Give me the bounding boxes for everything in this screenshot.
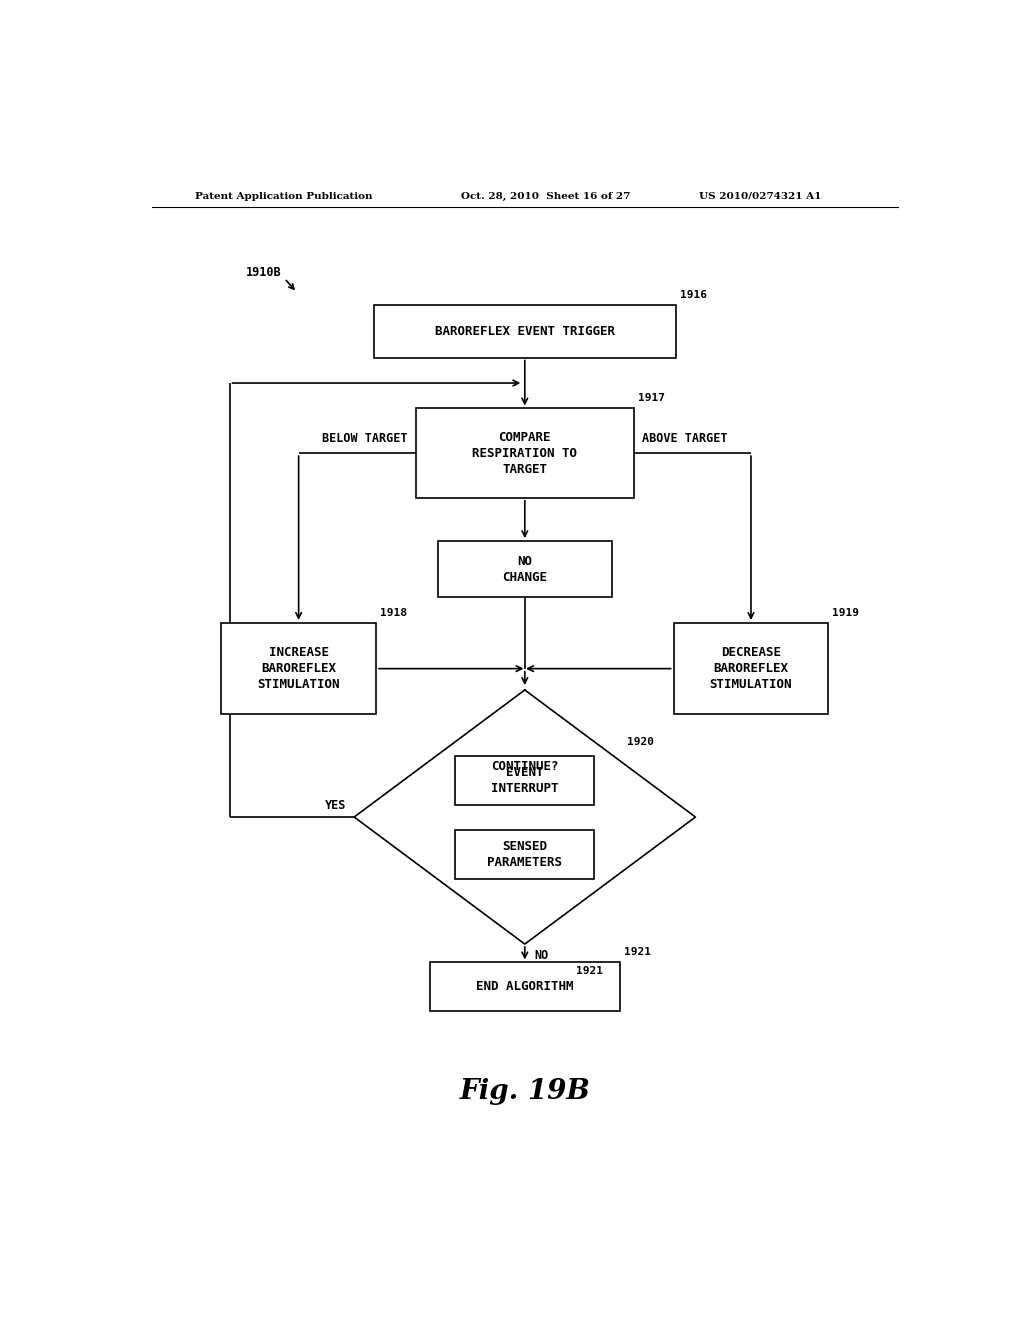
Text: 1919: 1919 bbox=[833, 607, 859, 618]
Text: 1921: 1921 bbox=[624, 948, 651, 957]
FancyBboxPatch shape bbox=[416, 408, 634, 498]
Text: 1910B: 1910B bbox=[246, 265, 281, 279]
Text: INCREASE
BAROREFLEX
STIMULATION: INCREASE BAROREFLEX STIMULATION bbox=[257, 645, 340, 692]
Text: EVENT
INTERRUPT: EVENT INTERRUPT bbox=[492, 766, 558, 795]
Text: NO
CHANGE: NO CHANGE bbox=[503, 554, 547, 583]
FancyBboxPatch shape bbox=[221, 623, 376, 714]
Text: Fig. 19B: Fig. 19B bbox=[460, 1078, 590, 1105]
Text: BELOW TARGET: BELOW TARGET bbox=[323, 432, 408, 445]
Text: 1917: 1917 bbox=[638, 393, 665, 404]
FancyBboxPatch shape bbox=[456, 830, 594, 879]
Text: 1921: 1921 bbox=[577, 966, 603, 977]
FancyBboxPatch shape bbox=[674, 623, 828, 714]
Text: Patent Application Publication: Patent Application Publication bbox=[196, 191, 373, 201]
Text: NO: NO bbox=[535, 949, 549, 962]
Text: 1916: 1916 bbox=[680, 289, 707, 300]
Text: COMPARE
RESPIRATION TO
TARGET: COMPARE RESPIRATION TO TARGET bbox=[472, 430, 578, 475]
Polygon shape bbox=[354, 690, 695, 944]
Text: YES: YES bbox=[325, 799, 346, 812]
Text: BAROREFLEX EVENT TRIGGER: BAROREFLEX EVENT TRIGGER bbox=[435, 325, 614, 338]
Text: 1918: 1918 bbox=[380, 607, 407, 618]
FancyBboxPatch shape bbox=[456, 756, 594, 805]
FancyBboxPatch shape bbox=[437, 541, 612, 597]
Text: US 2010/0274321 A1: US 2010/0274321 A1 bbox=[699, 191, 822, 201]
Text: SENSED
PARAMETERS: SENSED PARAMETERS bbox=[487, 840, 562, 869]
Text: Oct. 28, 2010  Sheet 16 of 27: Oct. 28, 2010 Sheet 16 of 27 bbox=[461, 191, 631, 201]
Text: END ALGORITHM: END ALGORITHM bbox=[476, 981, 573, 993]
Text: DECREASE
BAROREFLEX
STIMULATION: DECREASE BAROREFLEX STIMULATION bbox=[710, 645, 793, 692]
Text: ABOVE TARGET: ABOVE TARGET bbox=[642, 432, 727, 445]
Text: 1920: 1920 bbox=[627, 737, 654, 747]
FancyBboxPatch shape bbox=[374, 305, 676, 358]
Text: CONTINUE?: CONTINUE? bbox=[492, 760, 558, 772]
FancyBboxPatch shape bbox=[430, 962, 620, 1011]
